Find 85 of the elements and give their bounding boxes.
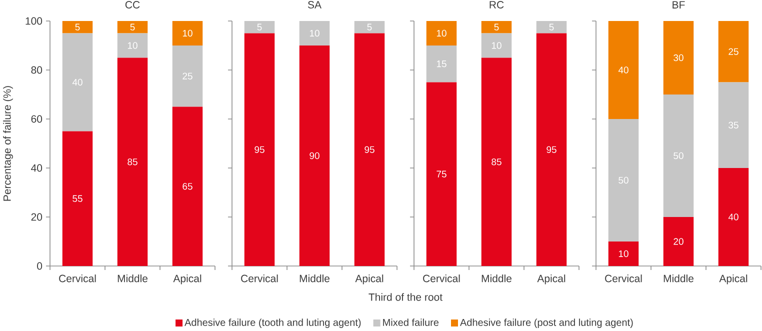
bar <box>172 45 203 107</box>
y-tick-label: 100 <box>26 17 42 25</box>
legend-label: Mixed failure <box>383 318 439 326</box>
data-label: 50 <box>674 152 684 160</box>
data-label: 95 <box>254 146 264 153</box>
data-label: 35 <box>728 122 738 128</box>
chart-title: SA <box>308 1 322 8</box>
x-tick-label: Middle <box>300 274 330 282</box>
data-label: 25 <box>182 72 192 80</box>
data-label: 85 <box>492 158 502 166</box>
data-label: 5 <box>367 24 372 30</box>
x-tick-label: Apical <box>173 274 202 284</box>
data-label: 25 <box>728 48 738 55</box>
data-label: 10 <box>310 30 320 37</box>
bar <box>663 20 694 94</box>
data-label: 20 <box>674 238 684 245</box>
bar <box>62 131 93 266</box>
bar <box>481 33 512 58</box>
y-tick-label: 20 <box>31 213 42 221</box>
data-label: 65 <box>182 183 192 190</box>
x-tick-label: Apical <box>537 274 566 284</box>
data-label: 50 <box>618 176 628 184</box>
x-tick-label: Middle <box>482 274 512 282</box>
x-tick-label: Apical <box>355 274 384 284</box>
data-label: 15 <box>436 60 446 68</box>
data-label: 5 <box>75 24 80 30</box>
bar <box>663 94 694 217</box>
data-label: 30 <box>674 54 684 62</box>
chart-title: RC <box>490 1 504 8</box>
data-label: 10 <box>618 250 628 258</box>
bar <box>608 20 639 119</box>
y-tick-label: 60 <box>31 115 42 123</box>
data-label: 55 <box>72 195 82 202</box>
bar <box>117 58 148 266</box>
bar <box>426 82 457 266</box>
bar <box>426 20 457 46</box>
x-tick-label: Middle <box>118 274 148 282</box>
legend-label: Adhesive failure (post and luting agent) <box>460 318 633 328</box>
data-label: 95 <box>364 146 374 153</box>
bar <box>172 106 203 266</box>
bar <box>608 118 639 242</box>
data-label: 5 <box>549 24 554 30</box>
chart-title: BF <box>672 1 685 8</box>
x-tick-label: Middle <box>664 274 694 282</box>
bar <box>718 168 749 266</box>
x-tick-label: Cervical <box>605 274 642 282</box>
data-label: 10 <box>128 42 138 49</box>
x-axis-title: Third of the root <box>368 293 442 301</box>
bar <box>117 33 148 58</box>
data-label: 85 <box>128 158 138 166</box>
y-tick-label: 80 <box>31 66 42 74</box>
data-label: 5 <box>494 24 499 30</box>
bar <box>426 45 457 82</box>
bar <box>481 58 512 266</box>
data-label: 40 <box>72 78 82 86</box>
x-tick-label: Apical <box>719 274 748 284</box>
chart-title: CC <box>125 1 140 8</box>
data-label: 5 <box>130 24 135 30</box>
data-label: 10 <box>492 42 502 49</box>
bar <box>536 20 567 34</box>
y-axis-title: Percentage of failure (%) <box>3 86 13 201</box>
bar <box>172 20 203 46</box>
bar <box>663 216 694 266</box>
data-label: 40 <box>728 214 738 220</box>
data-label: 75 <box>436 170 446 178</box>
bar <box>62 33 93 132</box>
x-tick-label: Cervical <box>241 274 278 282</box>
bar <box>718 82 749 168</box>
bar <box>117 20 148 34</box>
data-label: 90 <box>310 152 320 160</box>
y-tick-label: 40 <box>31 164 42 172</box>
x-tick-label: Cervical <box>59 274 96 282</box>
data-label: 10 <box>182 30 192 37</box>
bar <box>62 20 93 34</box>
bar <box>536 33 567 266</box>
data-label: 95 <box>546 146 556 153</box>
x-tick-label: Cervical <box>423 274 460 282</box>
bar <box>718 20 749 82</box>
bar <box>481 20 512 34</box>
bar <box>608 241 639 266</box>
data-label: 40 <box>618 66 628 74</box>
data-label: 5 <box>257 24 262 30</box>
legend-label: Adhesive failure (tooth and luting agent) <box>184 318 361 328</box>
y-tick-label: 0 <box>37 262 42 270</box>
data-label: 10 <box>436 30 446 37</box>
